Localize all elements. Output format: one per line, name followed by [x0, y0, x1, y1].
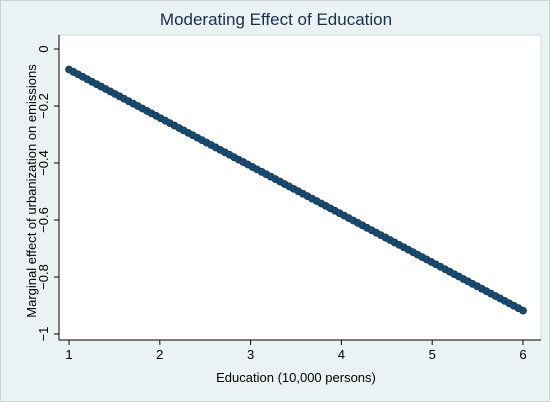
- y-tick-label: −0.6: [36, 207, 51, 233]
- data-point: [519, 306, 527, 315]
- x-tick-label: 5: [429, 347, 436, 362]
- x-tick-label: 4: [338, 347, 345, 362]
- series-education: [65, 65, 527, 315]
- x-tick-label: 2: [156, 347, 163, 362]
- x-tick-label: 6: [519, 347, 526, 362]
- x-axis: 1 2 3 4 5 6: [59, 339, 541, 362]
- chart-title: Moderating Effect of Education: [160, 10, 392, 29]
- x-tick-label: 3: [247, 347, 254, 362]
- y-tick-label: −0.4: [36, 150, 51, 176]
- x-axis-label: Education (10,000 persons): [216, 370, 376, 385]
- y-tick-label: −0.2: [36, 93, 51, 119]
- x-tick-label: 1: [65, 347, 72, 362]
- y-tick-label: 0: [36, 45, 51, 52]
- plot-area: [58, 34, 542, 341]
- y-axis: 0 −0.2 −0.4 −0.6 −0.8 −1: [36, 35, 60, 342]
- y-tick-label: −0.8: [36, 264, 51, 290]
- y-tick-label: −1: [36, 327, 51, 342]
- y-axis-label: Marginal effect of urbanization on emiss…: [24, 64, 39, 318]
